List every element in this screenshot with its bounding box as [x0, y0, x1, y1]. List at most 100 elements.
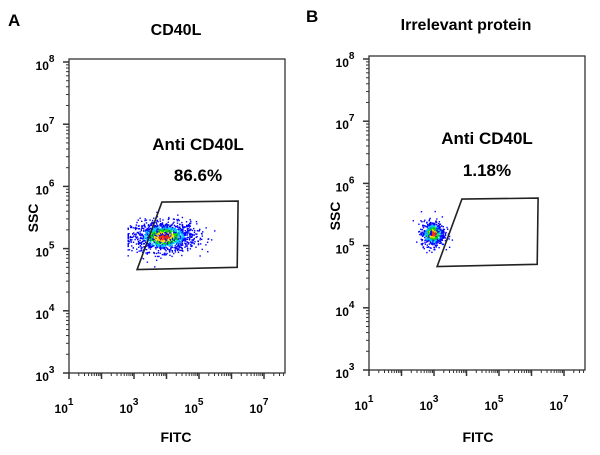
event-point [444, 239, 447, 242]
event-point [427, 231, 430, 234]
event-point [139, 233, 141, 235]
event-point [150, 223, 152, 225]
event-point [433, 222, 435, 224]
event-point [432, 231, 435, 233]
event-point [166, 237, 168, 240]
event-point [141, 249, 143, 252]
event-point [442, 228, 445, 230]
event-point [147, 231, 149, 233]
event-point [172, 239, 174, 241]
event-point [427, 246, 430, 248]
event-point [190, 220, 192, 223]
panel-b: B Irrelevant protein FITC SSC Anti CD40L… [306, 7, 586, 445]
plot-frame [368, 55, 586, 371]
event-point [131, 249, 133, 252]
event-point [175, 238, 178, 241]
gate-polygon[interactable] [135, 200, 239, 271]
event-point [132, 233, 134, 235]
event-point [184, 234, 186, 237]
gate-polygon[interactable] [435, 197, 539, 268]
event-point [174, 237, 177, 239]
event-point [198, 229, 201, 232]
event-point [434, 234, 436, 236]
event-point [134, 227, 136, 229]
event-point [205, 227, 207, 229]
event-point [431, 234, 433, 237]
event-point [163, 244, 166, 247]
event-point [132, 247, 134, 249]
event-point [173, 218, 175, 221]
event-point [157, 250, 160, 252]
event-point [152, 242, 154, 245]
event-point [146, 227, 148, 230]
event-point [127, 236, 129, 239]
event-point [160, 223, 163, 225]
event-point [173, 242, 175, 244]
event-point [173, 246, 175, 249]
event-point [429, 229, 432, 231]
event-point [147, 245, 150, 247]
event-point [154, 236, 156, 238]
event-point [163, 232, 166, 234]
event-point [175, 244, 177, 246]
event-point [189, 234, 191, 236]
event-point [438, 240, 440, 242]
event-point [135, 234, 137, 236]
event-point [167, 238, 170, 240]
event-point [161, 247, 163, 249]
event-point [190, 244, 192, 246]
event-point [186, 241, 188, 243]
event-point [175, 231, 177, 234]
event-point [416, 241, 418, 243]
event-point [148, 239, 150, 241]
event-point [177, 249, 179, 252]
event-point [438, 238, 440, 240]
event-point [430, 224, 432, 226]
event-point [178, 245, 181, 247]
event-point [166, 236, 168, 239]
event-point [179, 229, 181, 232]
event-point [170, 242, 172, 244]
event-point [144, 218, 146, 220]
event-point [182, 238, 185, 240]
event-point [168, 240, 170, 242]
event-point [167, 236, 169, 239]
event-point [141, 227, 143, 229]
event-point [186, 244, 188, 246]
event-point [178, 231, 180, 234]
plot-frame [68, 58, 286, 374]
event-point [154, 243, 157, 246]
event-point [435, 234, 438, 236]
event-point [168, 216, 170, 219]
event-point [156, 233, 159, 235]
event-point [432, 235, 435, 237]
event-point [436, 229, 438, 232]
event-point [153, 228, 156, 230]
event-point [169, 235, 172, 238]
event-point [168, 237, 171, 239]
event-point [436, 226, 438, 229]
event-point [171, 235, 174, 237]
event-point [179, 241, 181, 244]
event-point [171, 238, 174, 240]
event-point [129, 238, 132, 241]
event-point [154, 255, 157, 258]
event-point [128, 232, 130, 235]
event-point [163, 243, 166, 246]
event-point [181, 234, 184, 237]
event-point [165, 238, 167, 240]
event-point [429, 239, 432, 242]
event-point [173, 252, 175, 255]
y-tick-label: 103 [36, 365, 55, 384]
event-point [186, 236, 189, 239]
event-point [162, 230, 165, 233]
event-point [420, 234, 423, 236]
event-point [164, 228, 166, 231]
event-point [144, 240, 146, 242]
event-point [167, 234, 170, 236]
event-point [200, 238, 203, 241]
event-point [168, 227, 171, 229]
event-point [153, 252, 156, 255]
event-point [149, 242, 151, 244]
